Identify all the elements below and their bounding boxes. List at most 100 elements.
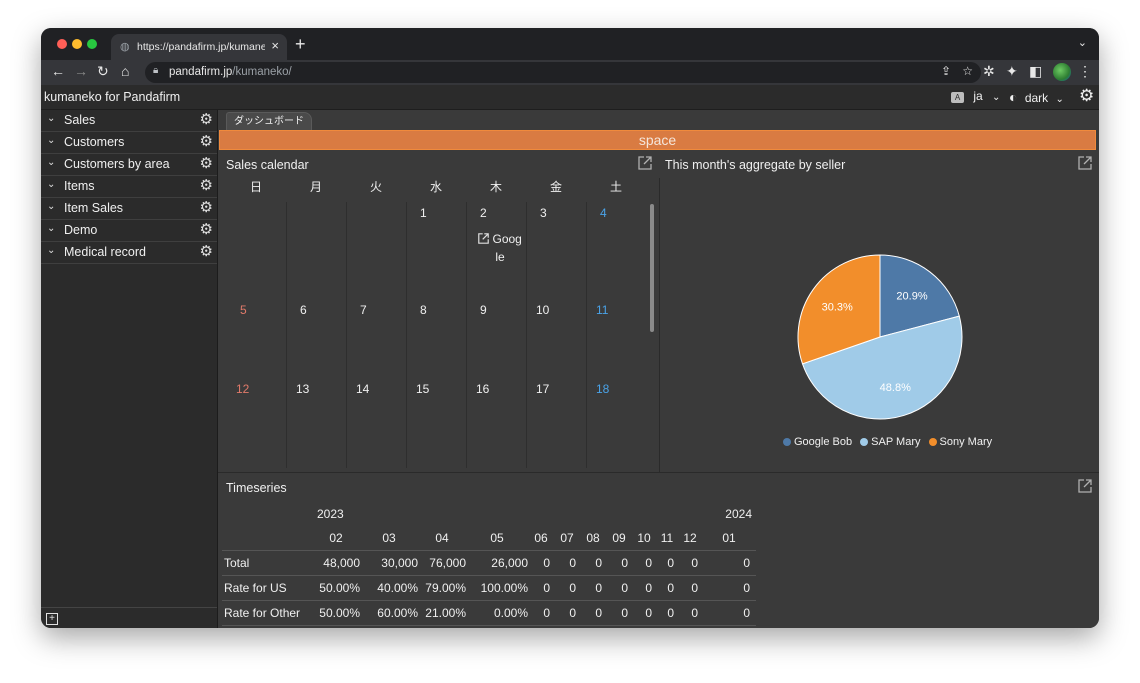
legend-label: Sony Mary (939, 436, 993, 448)
sidebar-item-medical-record[interactable]: ⌄ Medical record ⚙ (41, 242, 217, 264)
table-cell: 50.00% (312, 575, 360, 601)
back-icon[interactable]: ← (51, 63, 65, 79)
add-app-icon[interactable]: + (46, 613, 58, 625)
pie-slice[interactable] (879, 254, 960, 338)
language-selector[interactable]: A ja ⌄ (951, 89, 1000, 103)
calendar-day[interactable]: 16 (476, 382, 490, 396)
browser-tab[interactable]: ◍ https://pandafirm.jp/kumaneko/ × (111, 34, 287, 60)
external-link-icon[interactable] (1078, 479, 1092, 493)
forward-icon[interactable]: → (74, 63, 88, 79)
calendar-day[interactable]: 18 (596, 382, 610, 396)
year-row: 2023 2024 (222, 502, 756, 526)
close-tab-icon[interactable]: × (271, 38, 279, 53)
contrast-icon: ◐ (1009, 89, 1018, 105)
gear-icon[interactable]: ⚙ (199, 177, 213, 194)
gear-icon[interactable]: ⚙ (199, 133, 213, 150)
calendar-day[interactable]: 8 (420, 303, 427, 317)
table-cell: 0 (632, 550, 656, 576)
table-cell: 0 (656, 575, 678, 601)
gear-icon[interactable]: ⚙ (199, 155, 213, 172)
external-link-icon (478, 232, 492, 246)
legend-swatch (783, 438, 791, 446)
table-cell: 0.00% (466, 600, 528, 626)
calendar-day[interactable]: 14 (356, 382, 370, 396)
reload-icon[interactable]: ↻ (97, 63, 109, 79)
table-cell: 40.00% (360, 575, 418, 601)
settings-gear-icon[interactable]: ⚙ (1079, 86, 1095, 105)
extension-gear-icon[interactable]: ✲ (983, 63, 995, 79)
calendar-scrollbar[interactable] (650, 204, 654, 332)
legend-swatch (928, 438, 937, 446)
calendar-day[interactable]: 7 (360, 303, 367, 317)
calendar-day[interactable]: 12 (236, 382, 250, 396)
weekday-header: 月 (309, 180, 322, 194)
calendar-day[interactable]: 2 (480, 206, 487, 220)
address-bar[interactable]: 🔒︎ pandafirm.jp/kumaneko/ ⇪ ☆ (145, 62, 981, 83)
theme-selector[interactable]: ◐ dark ⌄ (1009, 89, 1064, 105)
dashboard-main: ダッシュボード space Sales calendar 日 月 火 水 木 金… (218, 110, 1099, 628)
calendar-day[interactable]: 1 (420, 206, 427, 220)
sidebar-item-label: Customers by area (64, 157, 170, 171)
side-panel-icon[interactable]: ◧ (1029, 63, 1043, 79)
pie-slice[interactable] (797, 254, 881, 365)
puzzle-icon[interactable]: ✦ (1006, 63, 1018, 79)
event-text-line1: Goog (492, 232, 522, 246)
chevron-down-icon: ⌄ (992, 92, 1001, 103)
table-cell: 0 (580, 575, 606, 601)
language-value: ja (973, 89, 983, 103)
calendar-day[interactable]: 10 (536, 303, 550, 317)
home-icon[interactable]: ⌂ (121, 63, 130, 79)
external-link-icon[interactable] (638, 156, 652, 170)
table-cell: 21.00% (418, 600, 466, 626)
pie-slice[interactable] (801, 315, 963, 420)
app-header: kumaneko for Pandafirm A ja ⌄ ◐ dark ⌄ ⚙ (41, 85, 1099, 110)
external-link-icon[interactable] (1078, 156, 1092, 170)
menu-kebab-icon[interactable]: ⋮ (1078, 63, 1092, 79)
calendar-day[interactable]: 17 (536, 382, 550, 396)
weekday-header: 水 (429, 180, 442, 194)
legend-item[interactable]: SAP Mary (860, 436, 920, 448)
gear-icon[interactable]: ⚙ (199, 243, 213, 260)
legend-item[interactable]: Google Bob (783, 436, 852, 448)
share-icon[interactable]: ⇪ (940, 64, 951, 78)
maximize-window-button[interactable] (87, 39, 97, 49)
sidebar-item-sales[interactable]: ⌄ Sales ⚙ (41, 110, 217, 132)
table-cell: 0 (678, 600, 702, 626)
calendar-day[interactable]: 4 (600, 206, 607, 220)
gear-icon[interactable]: ⚙ (199, 199, 213, 216)
calendar-day[interactable]: 9 (480, 303, 487, 317)
calendar-day[interactable]: 11 (596, 303, 609, 317)
calendar-day[interactable]: 3 (540, 206, 547, 220)
sidebar-footer: + (41, 607, 217, 628)
sidebar-item-item-sales[interactable]: ⌄ Item Sales ⚙ (41, 198, 217, 220)
calendar-event[interactable]: Goog le (472, 230, 528, 266)
calendar-day[interactable]: 6 (300, 303, 307, 317)
gear-icon[interactable]: ⚙ (199, 111, 213, 128)
profile-avatar[interactable] (1053, 63, 1071, 81)
bookmark-star-icon[interactable]: ☆ (962, 64, 973, 78)
tab-strip: ◍ https://pandafirm.jp/kumaneko/ × + ⌄ (41, 28, 1099, 60)
new-tab-icon[interactable]: + (295, 34, 306, 54)
weekday-header: 木 (489, 180, 502, 194)
row-label: Rate for US (222, 575, 312, 601)
close-window-button[interactable] (57, 39, 67, 49)
table-cell: 0 (702, 550, 756, 576)
calendar-day[interactable]: 13 (296, 382, 310, 396)
table-cell: 0 (554, 550, 580, 576)
calendar-day[interactable]: 5 (240, 303, 247, 317)
legend-item[interactable]: Sony Mary (928, 436, 993, 448)
sidebar-item-demo[interactable]: ⌄ Demo ⚙ (41, 220, 217, 242)
sidebar-item-customers[interactable]: ⌄ Customers ⚙ (41, 132, 217, 154)
tab-dashboard[interactable]: ダッシュボード (226, 112, 312, 131)
month-header: 07 (554, 526, 580, 551)
gear-icon[interactable]: ⚙ (199, 221, 213, 238)
calendar-day[interactable]: 15 (416, 382, 430, 396)
table-cell: 0 (678, 550, 702, 576)
minimize-window-button[interactable] (72, 39, 82, 49)
chevron-down-icon[interactable]: ⌄ (1077, 37, 1087, 49)
url-host: pandafirm.jp (169, 66, 233, 78)
weekday-header: 金 (549, 180, 562, 194)
sidebar-item-customers-by-area[interactable]: ⌄ Customers by area ⚙ (41, 154, 217, 176)
table-cell: 26,000 (466, 550, 528, 576)
sidebar-item-items[interactable]: ⌄ Items ⚙ (41, 176, 217, 198)
